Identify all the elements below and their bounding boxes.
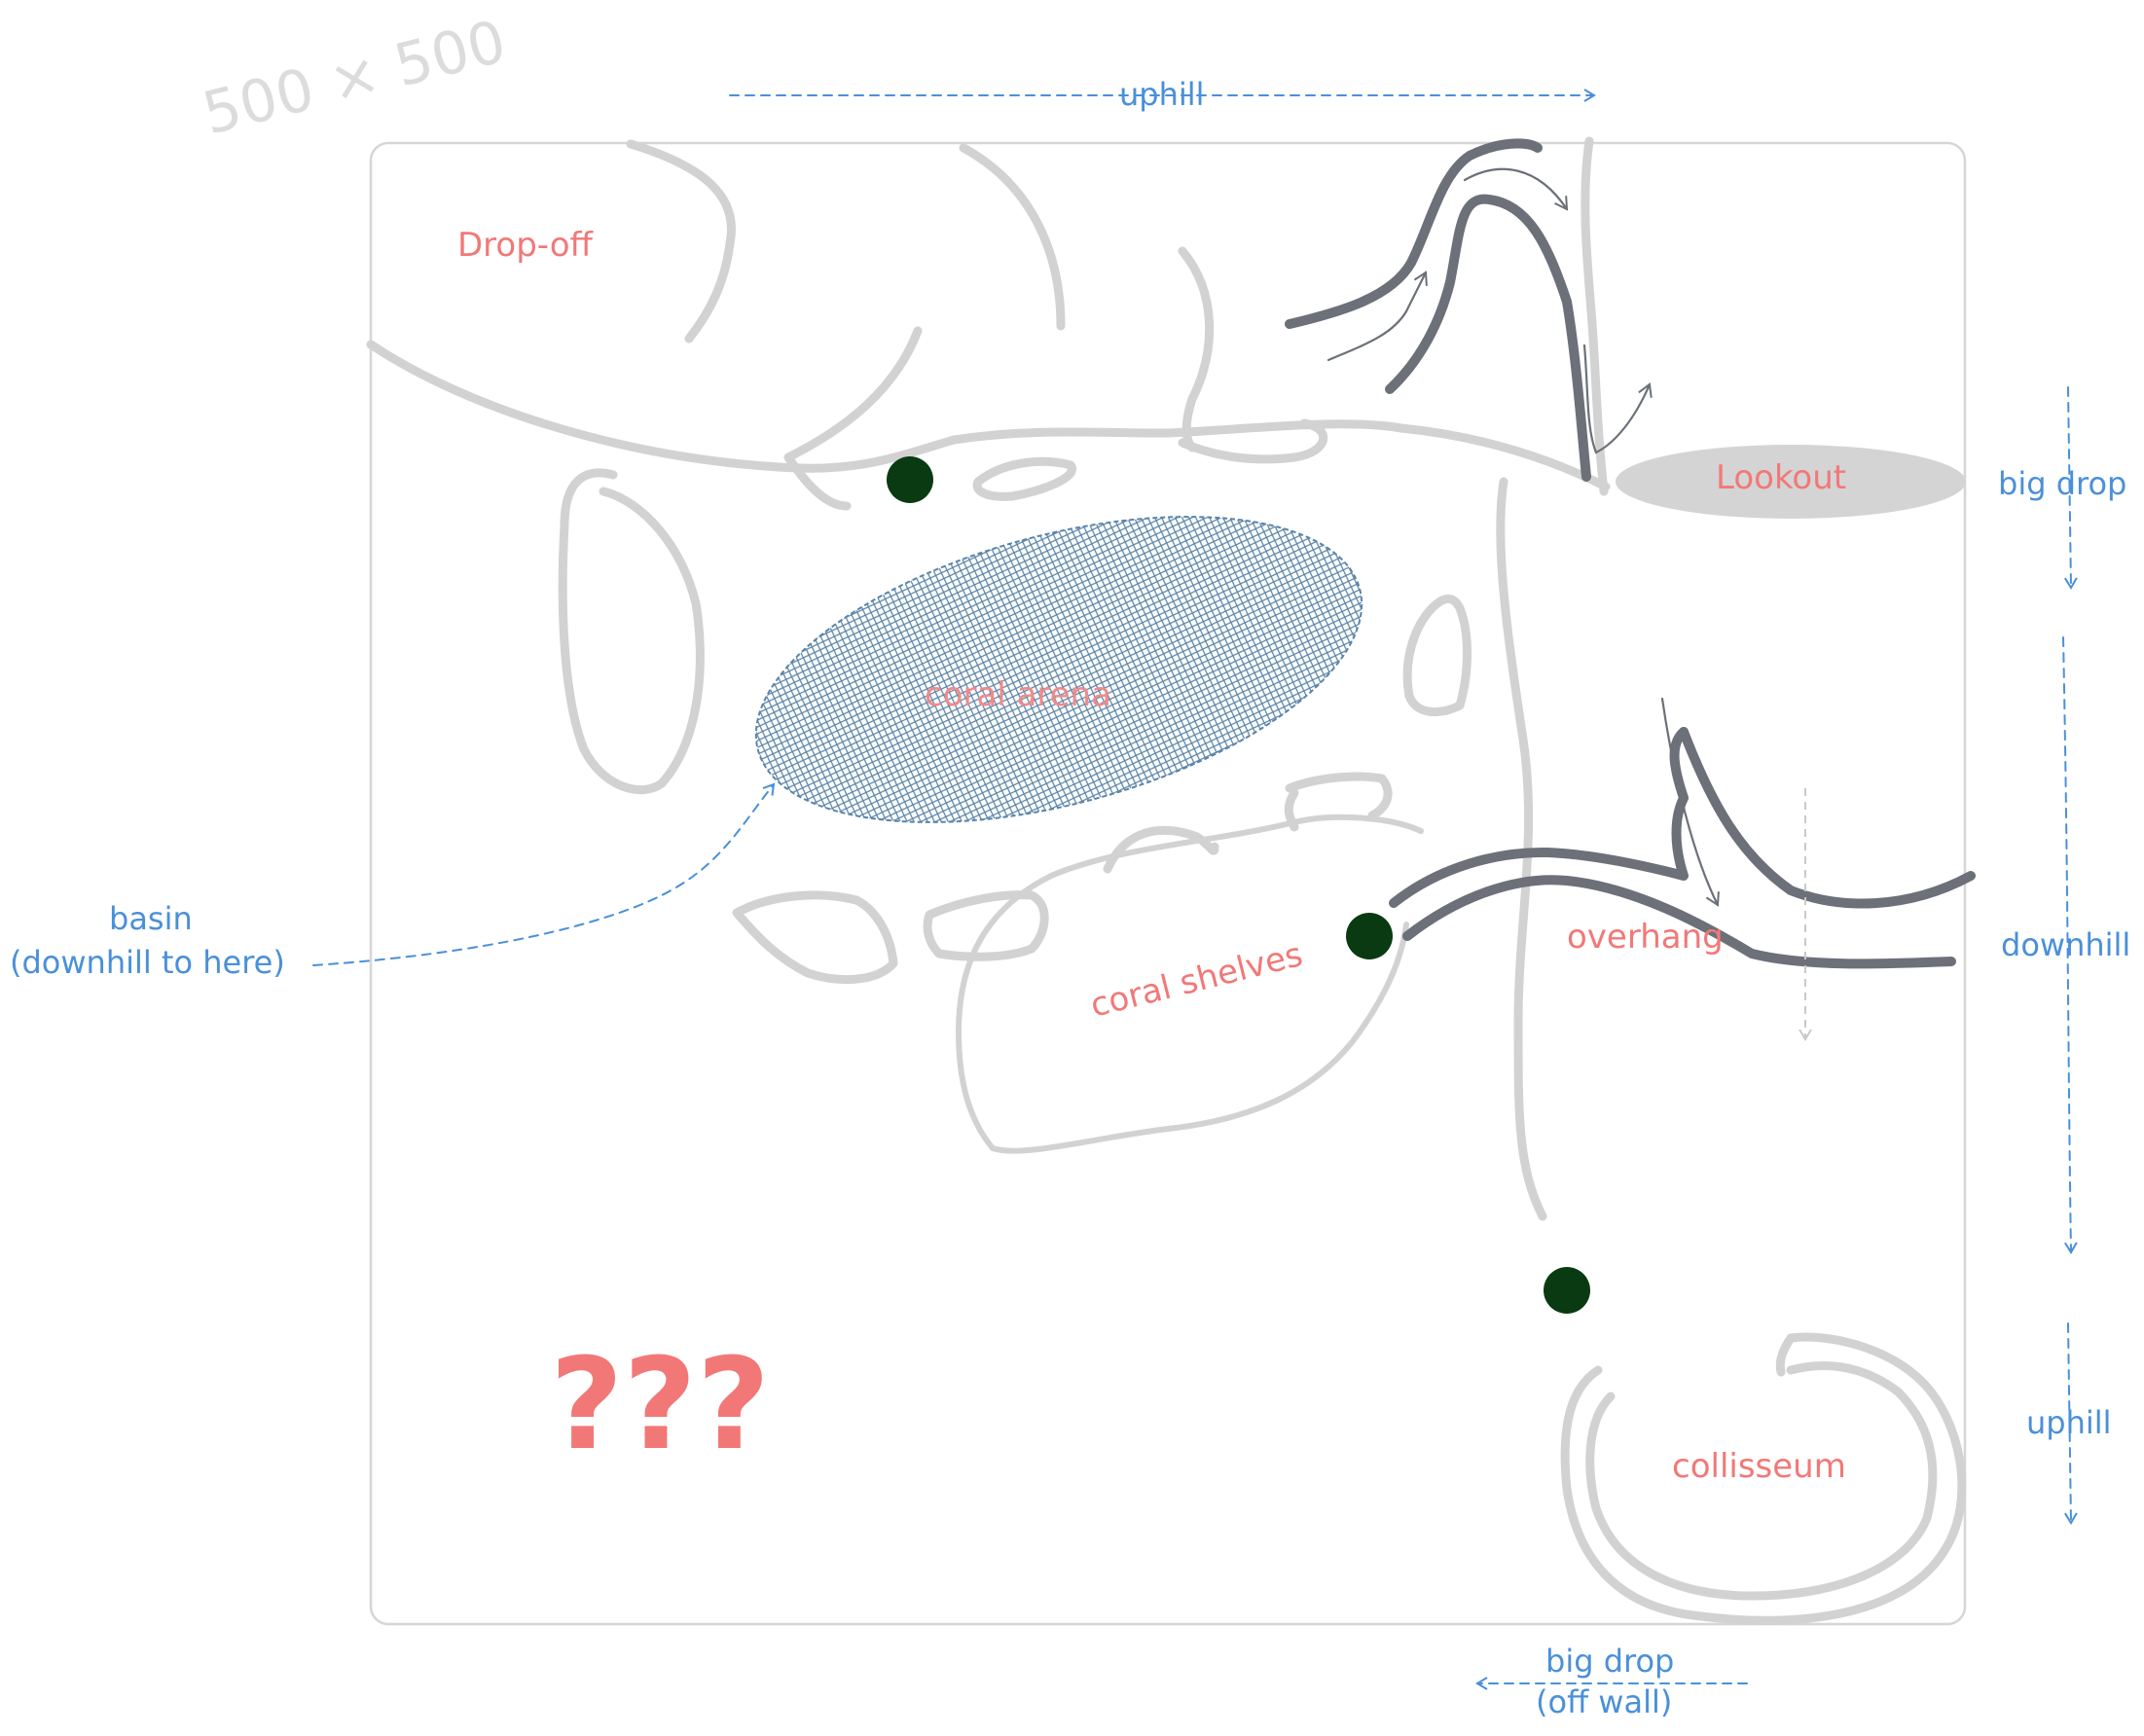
lookout-platform <box>1616 445 1966 519</box>
path-overhang <box>1389 697 1976 1041</box>
label-unknown: ??? <box>550 1330 770 1478</box>
coral-arena-area <box>754 516 1363 823</box>
basin-arrow <box>312 782 776 966</box>
label-lookout: Lookout <box>1716 458 1846 497</box>
annotation-downhill-right: downhill <box>2001 926 2130 963</box>
marker-dot-shelves <box>1346 913 1393 959</box>
label-collisseum: collisseum <box>1672 1447 1846 1486</box>
label-overhang: overhang <box>1567 918 1724 957</box>
path-top <box>1285 138 1653 482</box>
annotation-big-drop-bottom-line2: (off wall) <box>1536 1683 1672 1720</box>
label-drop-off: Drop-off <box>457 226 594 265</box>
label-coral-arena: coral arena <box>925 675 1111 714</box>
coral-shelves-boundary <box>956 814 1424 1154</box>
downhill-right-arrow <box>2062 636 2078 1254</box>
collisseum-ring <box>1560 1332 1967 1625</box>
marker-dot-bottom <box>1544 1267 1590 1314</box>
annotation-big-drop-right: big drop <box>1998 465 2126 502</box>
annotation-big-drop-bottom-line1: big drop <box>1545 1643 1674 1680</box>
terrain-ridges <box>366 139 1611 511</box>
terrain-cliff-edge <box>1581 136 1609 496</box>
uphill-right-arrow <box>2064 1322 2078 1525</box>
marker-dot-top <box>887 456 933 503</box>
annotation-basin-line2: (downhill to here) <box>10 944 285 981</box>
terrain-rocks <box>732 594 1472 985</box>
annotation-basin-line1: basin <box>109 900 193 937</box>
label-coral-shelves: coral shelves <box>1087 935 1307 1026</box>
dimension-label: 500 × 500 <box>197 8 513 149</box>
terrain-central-ridge <box>1496 477 1547 1221</box>
terrain-left-loop <box>558 468 705 795</box>
annotation-uphill-top: uphill <box>1119 76 1205 113</box>
big-drop-right-arrow <box>2064 386 2078 590</box>
annotation-uphill-right: uphill <box>2026 1404 2112 1441</box>
